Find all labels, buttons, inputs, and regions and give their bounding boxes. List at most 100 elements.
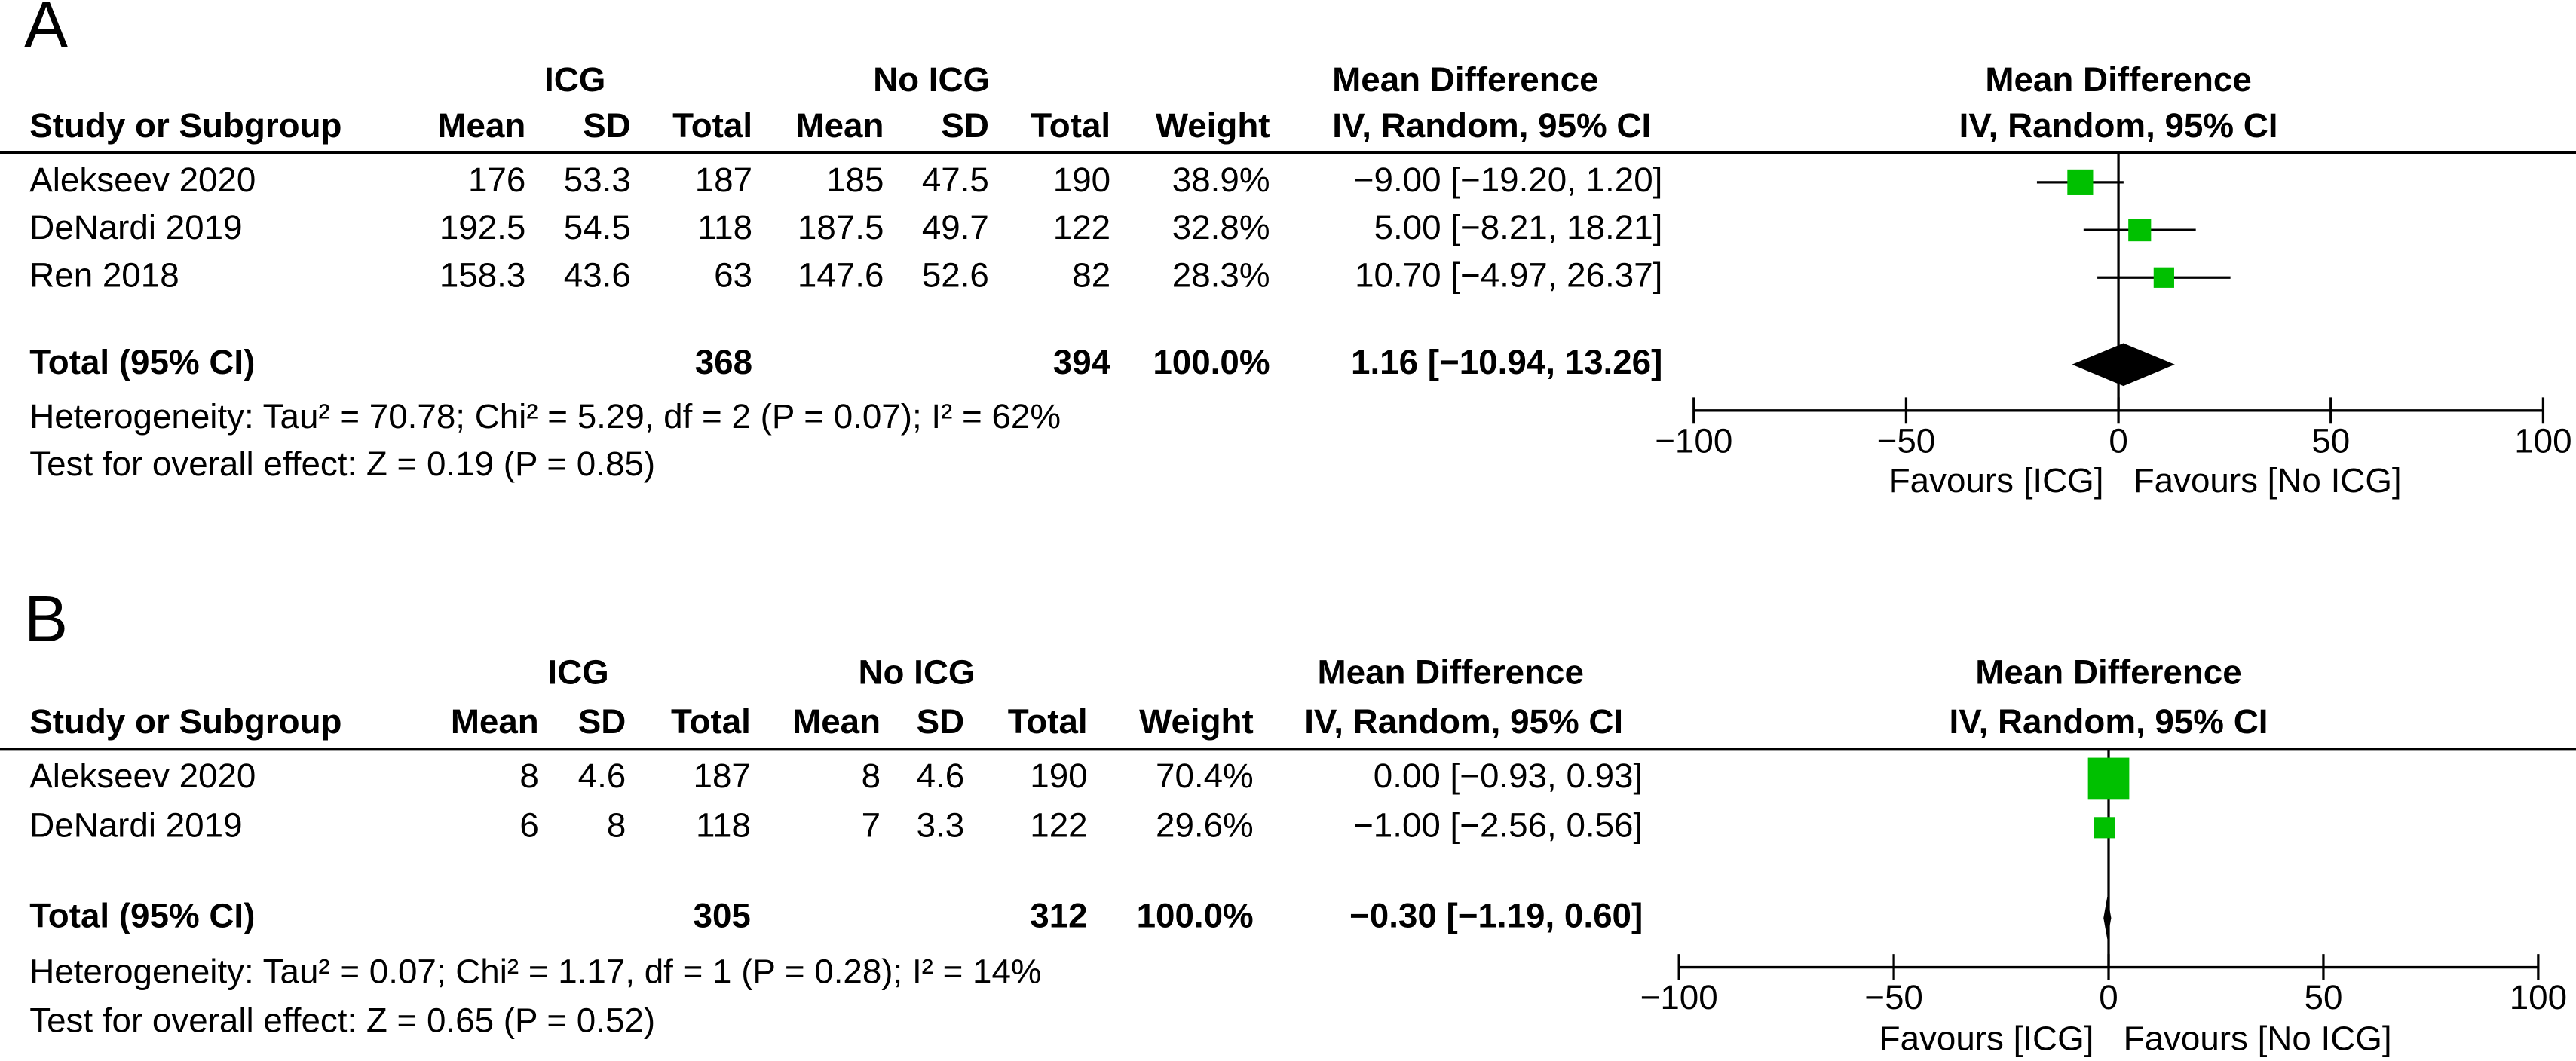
x-tick-label: 100 bbox=[2510, 978, 2567, 1017]
table-cell: 52.6 bbox=[922, 255, 989, 294]
group-label: No ICG bbox=[873, 60, 990, 99]
column-header: Mean bbox=[437, 106, 525, 145]
table-cell: 63 bbox=[714, 255, 752, 294]
column-header: SD bbox=[578, 702, 626, 741]
table-cell: 7 bbox=[862, 806, 881, 844]
table-cell: 3.3 bbox=[917, 806, 965, 844]
favours-right: Favours [No ICG] bbox=[2133, 461, 2402, 500]
plot-header: Mean Difference bbox=[1975, 653, 2241, 692]
plot-subheader: IV, Random, 95% CI bbox=[1959, 106, 2278, 145]
x-tick-label: 0 bbox=[2109, 421, 2127, 460]
table-cell: 8 bbox=[519, 757, 538, 795]
x-tick-label: 100 bbox=[2514, 421, 2571, 460]
study-name: Alekseev 2020 bbox=[29, 757, 256, 795]
table-cell: 187 bbox=[695, 161, 752, 199]
panel-label: A bbox=[24, 0, 68, 61]
table-cell: 185 bbox=[826, 161, 884, 199]
table-cell: 4.6 bbox=[578, 757, 626, 795]
effect-subheader: IV, Random, 95% CI bbox=[1304, 702, 1623, 741]
plot-subheader: IV, Random, 95% CI bbox=[1950, 702, 2268, 741]
table-cell: 8 bbox=[862, 757, 881, 795]
table-cell: 49.7 bbox=[922, 208, 989, 246]
group-label: ICG bbox=[544, 60, 605, 99]
plot-header: Mean Difference bbox=[1985, 60, 2251, 99]
total-diamond bbox=[2103, 896, 2112, 940]
effect-square bbox=[2153, 267, 2174, 288]
favours-left: Favours [ICG] bbox=[1879, 1020, 2094, 1058]
effect-label: −9.00 [−19.20, 1.20] bbox=[1354, 161, 1663, 199]
effect-label: 5.00 [−8.21, 18.21] bbox=[1374, 208, 1663, 246]
x-tick-label: −100 bbox=[1640, 978, 1718, 1017]
effect-square bbox=[2067, 169, 2094, 195]
weight-label: 29.6% bbox=[1156, 806, 1254, 844]
study-name: Alekseev 2020 bbox=[29, 161, 256, 199]
column-header: Weight bbox=[1139, 702, 1254, 741]
table-cell: 187.5 bbox=[798, 208, 884, 246]
column-header: Study or Subgroup bbox=[29, 702, 342, 741]
effect-header: Mean Difference bbox=[1318, 653, 1584, 692]
x-tick-label: 50 bbox=[2305, 978, 2343, 1017]
x-tick-label: −50 bbox=[1864, 978, 1923, 1017]
favours-right: Favours [No ICG] bbox=[2124, 1020, 2392, 1058]
table-cell: 192.5 bbox=[440, 208, 526, 246]
total-label: Total (95% CI) bbox=[29, 896, 255, 934]
table-cell: 6 bbox=[519, 806, 538, 844]
total-n: 394 bbox=[1053, 343, 1111, 381]
column-header: Total bbox=[1008, 702, 1088, 741]
table-cell: 8 bbox=[607, 806, 626, 844]
weight-label: 38.9% bbox=[1172, 161, 1270, 199]
weight-label: 70.4% bbox=[1156, 757, 1254, 795]
group-label: ICG bbox=[547, 653, 608, 692]
table-cell: 176 bbox=[468, 161, 525, 199]
total-n: 312 bbox=[1030, 896, 1087, 934]
effect-subheader: IV, Random, 95% CI bbox=[1332, 106, 1651, 145]
total-weight: 100.0% bbox=[1137, 896, 1254, 934]
x-tick-label: 50 bbox=[2311, 421, 2350, 460]
table-cell: 53.3 bbox=[564, 161, 631, 199]
table-cell: 147.6 bbox=[798, 255, 884, 294]
column-header: Total bbox=[672, 106, 752, 145]
table-cell: 190 bbox=[1053, 161, 1110, 199]
column-header: SD bbox=[917, 702, 965, 741]
table-cell: 190 bbox=[1030, 757, 1087, 795]
study-name: DeNardi 2019 bbox=[29, 806, 242, 844]
panel-label: B bbox=[24, 582, 68, 656]
group-label: No ICG bbox=[858, 653, 975, 692]
table-cell: 118 bbox=[697, 208, 752, 246]
effect-label: 0.00 [−0.93, 0.93] bbox=[1374, 757, 1643, 795]
x-tick-label: 0 bbox=[2099, 978, 2118, 1017]
column-header: SD bbox=[941, 106, 989, 145]
table-cell: 82 bbox=[1072, 255, 1110, 294]
effect-label: 10.70 [−4.97, 26.37] bbox=[1355, 255, 1662, 294]
table-cell: 158.3 bbox=[440, 255, 526, 294]
total-diamond bbox=[2072, 343, 2175, 387]
effect-square bbox=[2094, 817, 2115, 839]
total-n: 368 bbox=[695, 343, 752, 381]
table-cell: 43.6 bbox=[564, 255, 631, 294]
overall-effect: Test for overall effect: Z = 0.65 (P = 0… bbox=[29, 1001, 655, 1040]
total-effect: −0.30 [−1.19, 0.60] bbox=[1349, 896, 1643, 934]
heterogeneity: Heterogeneity: Tau² = 0.07; Chi² = 1.17,… bbox=[29, 952, 1041, 990]
column-header: Weight bbox=[1156, 106, 1270, 145]
favours-left: Favours [ICG] bbox=[1889, 461, 2104, 500]
table-cell: 54.5 bbox=[564, 208, 631, 246]
effect-label: −1.00 [−2.56, 0.56] bbox=[1353, 806, 1643, 844]
column-header: Study or Subgroup bbox=[29, 106, 342, 145]
study-name: Ren 2018 bbox=[29, 255, 179, 294]
table-cell: 122 bbox=[1053, 208, 1110, 246]
table-cell: 187 bbox=[694, 757, 751, 795]
weight-label: 28.3% bbox=[1172, 255, 1270, 294]
table-cell: 122 bbox=[1030, 806, 1087, 844]
column-header: Mean bbox=[792, 702, 881, 741]
table-cell: 118 bbox=[696, 806, 751, 844]
x-tick-label: −100 bbox=[1655, 421, 1732, 460]
total-label: Total (95% CI) bbox=[29, 343, 255, 381]
column-header: Mean bbox=[451, 702, 539, 741]
total-weight: 100.0% bbox=[1153, 343, 1270, 381]
total-effect: 1.16 [−10.94, 13.26] bbox=[1351, 343, 1662, 381]
study-name: DeNardi 2019 bbox=[29, 208, 242, 246]
column-header: Total bbox=[1031, 106, 1110, 145]
x-tick-label: −50 bbox=[1877, 421, 1936, 460]
column-header: Total bbox=[671, 702, 751, 741]
